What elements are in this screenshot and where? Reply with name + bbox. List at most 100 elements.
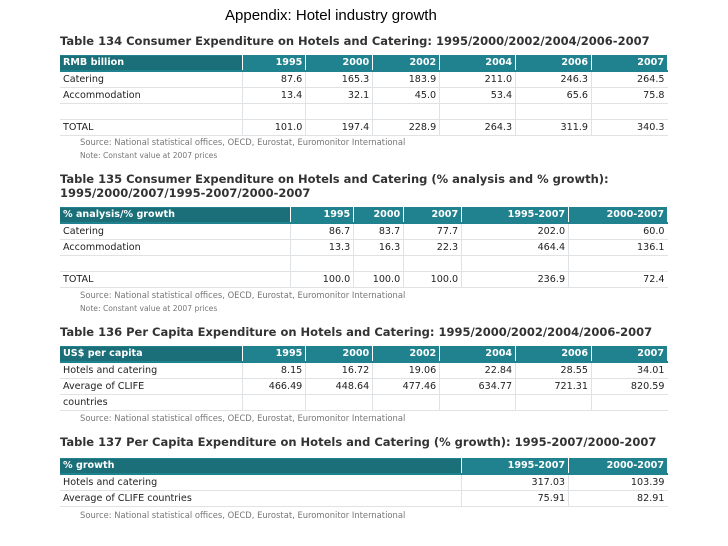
table-header-row: % analysis/% growth 1995 2000 2007 1995-… [60,207,668,224]
table-cell: 16.72 [305,362,374,379]
table-cell: 77.7 [403,223,463,240]
table-row: Average of CLIFE 466.49 448.64 477.46 63… [60,378,668,395]
table-cell: 466.49 [242,378,307,395]
table-row: Catering 86.7 83.7 77.7 202.0 60.0 [60,223,668,240]
table-cell: 228.9 [372,119,441,136]
row-label: TOTAL [60,119,244,136]
row-label: Catering [60,223,292,240]
table-row: Accommodation 13.4 32.1 45.0 53.4 65.6 7… [60,87,668,104]
header-cell: 2000 [305,346,374,363]
table-cell: 448.64 [305,378,374,395]
row-label: Hotels and catering [60,474,463,491]
table-cell: 13.4 [242,87,307,104]
table-cell: 246.3 [515,71,593,88]
header-cell: RMB billion [60,55,244,72]
table-134-title: Table 134 Consumer Expenditure on Hotels… [60,34,650,48]
header-cell: 1995 [242,55,307,72]
table-cell: 45.0 [372,87,441,104]
table-cell: 100.0 [403,271,463,288]
header-cell: 2004 [439,55,517,72]
table-cell: 477.46 [372,378,441,395]
table-cell: 165.3 [305,71,374,88]
table-cell: 72.4 [568,271,668,288]
table-cell: 87.6 [242,71,307,88]
header-cell: 2007 [591,55,668,72]
table-134-note: Note: Constant value at 2007 prices [80,151,218,160]
header-cell: 2000-2007 [568,458,668,475]
table-135: % analysis/% growth 1995 2000 2007 1995-… [60,207,668,288]
header-cell: 2007 [403,207,463,224]
table-cell: 340.3 [591,119,668,136]
table-cell: 28.55 [515,362,593,379]
table-cell: 16.3 [353,239,405,256]
table-row: Hotels and catering 8.15 16.72 19.06 22.… [60,362,668,379]
header-cell: 2002 [372,346,441,363]
header-cell: 1995 [242,346,307,363]
table-cell: 202.0 [461,223,570,240]
table-cell: 60.0 [568,223,668,240]
table-cell: 136.1 [568,239,668,256]
header-cell: % analysis/% growth [60,207,292,224]
table-cell: 86.7 [290,223,355,240]
table-136: US$ per capita 1995 2000 2002 2004 2006 … [60,346,668,411]
header-cell: 2006 [515,346,593,363]
table-cell: 34.01 [591,362,668,379]
table-cell: 22.84 [439,362,517,379]
table-135-source: Source: National statistical offices, OE… [80,290,406,300]
table-cell: 183.9 [372,71,441,88]
header-cell: 1995-2007 [461,458,570,475]
header-cell: 2006 [515,55,593,72]
row-label: TOTAL [60,271,292,288]
table-cell: 211.0 [439,71,517,88]
table-cell: 101.0 [242,119,307,136]
table-cell: 100.0 [290,271,355,288]
table-cell: 264.3 [439,119,517,136]
table-cell: 100.0 [353,271,405,288]
slide-title: Appendix: Hotel industry growth [225,7,437,24]
header-cell: 2000 [353,207,405,224]
table-cell: 19.06 [372,362,441,379]
row-label: countries [60,394,244,411]
row-label: Average of CLIFE [60,378,244,395]
table-header-row: US$ per capita 1995 2000 2002 2004 2006 … [60,346,668,363]
header-cell: 1995-2007 [461,207,570,224]
row-label: Hotels and catering [60,362,244,379]
header-cell: 2002 [372,55,441,72]
table-cell: 75.8 [591,87,668,104]
table-row: countries [60,394,668,411]
table-row-blank [60,255,668,272]
row-label: Accommodation [60,87,244,104]
header-cell: 2007 [591,346,668,363]
row-label: Catering [60,71,244,88]
table-137: % growth 1995-2007 2000-2007 Hotels and … [60,458,668,507]
header-cell: 1995 [290,207,355,224]
table-136-source: Source: National statistical offices, OE… [80,413,406,423]
table-134-source: Source: National statistical offices, OE… [80,137,406,147]
table-row-total: TOTAL 100.0 100.0 100.0 236.9 72.4 [60,271,668,288]
table-row-total: TOTAL 101.0 197.4 228.9 264.3 311.9 340.… [60,119,668,136]
table-header-row: RMB billion 1995 2000 2002 2004 2006 200… [60,55,668,72]
table-cell: 8.15 [242,362,307,379]
table-136-title: Table 136 Per Capita Expenditure on Hote… [60,325,653,339]
table-cell: 311.9 [515,119,593,136]
table-cell: 65.6 [515,87,593,104]
table-135-title: Table 135 Consumer Expenditure on Hotels… [60,172,609,200]
table-cell: 721.31 [515,378,593,395]
table-cell: 32.1 [305,87,374,104]
table-row: Catering 87.6 165.3 183.9 211.0 246.3 26… [60,71,668,88]
row-label: Average of CLIFE countries [60,490,463,507]
table-cell: 634.77 [439,378,517,395]
header-cell: 2000 [305,55,374,72]
row-label: Accommodation [60,239,292,256]
table-cell: 82.91 [568,490,668,507]
table-cell: 264.5 [591,71,668,88]
table-cell: 103.39 [568,474,668,491]
table-header-row: % growth 1995-2007 2000-2007 [60,458,668,475]
table-cell: 13.3 [290,239,355,256]
table-cell: 820.59 [591,378,668,395]
table-cell: 317.03 [461,474,570,491]
table-cell: 464.4 [461,239,570,256]
table-137-title: Table 137 Per Capita Expenditure on Hote… [60,435,657,449]
header-cell: 2000-2007 [568,207,668,224]
table-cell: 83.7 [353,223,405,240]
